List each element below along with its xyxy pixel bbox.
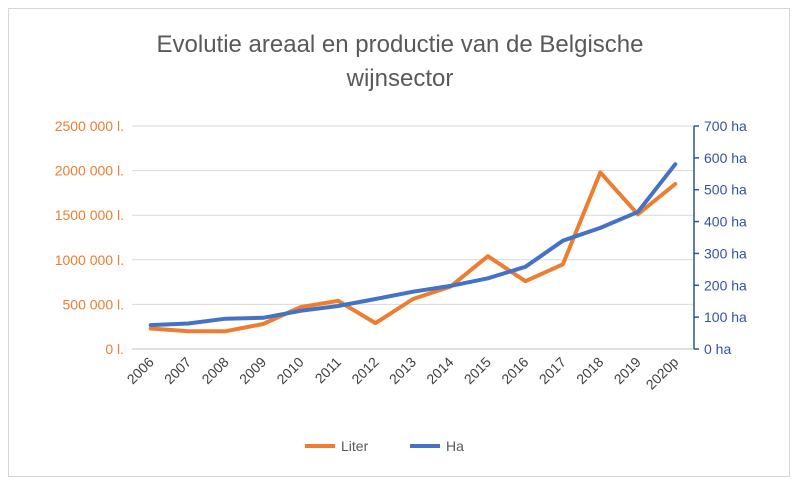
x-tick-label: 2007 — [161, 354, 194, 387]
chart-title-line-2: wijnsector — [346, 65, 454, 92]
x-tick-label: 2006 — [124, 354, 157, 387]
y-right-tick-label: 600 ha — [704, 150, 747, 166]
y-left-tick-label: 500 000 l. — [63, 296, 125, 312]
y-left-tick-label: 2500 000 l. — [55, 118, 124, 134]
series-line-ha — [148, 162, 678, 328]
y-right-tick-label: 200 ha — [704, 277, 747, 293]
x-tick-label: 2008 — [198, 354, 231, 387]
x-tick-label: 2019 — [611, 354, 644, 387]
chart-title-line-1: Evolutie areaal en productie van de Belg… — [156, 31, 644, 58]
chart-frame — [8, 8, 790, 477]
x-tick-label: 2014 — [423, 354, 456, 387]
legend-label-liter: Liter — [341, 438, 369, 454]
chart-title: Evolutie areaal en productie van de Belg… — [0, 28, 800, 96]
y-right-tick-label: 400 ha — [704, 214, 747, 230]
y-right-tick-label: 700 ha — [704, 118, 747, 134]
legend-label-ha: Ha — [446, 438, 464, 454]
y-left-tick-label: 1000 000 l. — [55, 252, 124, 268]
series-line-liter — [148, 170, 678, 334]
x-tick-label: 2020p — [643, 354, 682, 393]
x-tick-label: 2015 — [461, 354, 494, 387]
y-left-tick-label: 2000 000 l. — [55, 163, 124, 179]
x-tick-label: 2009 — [236, 354, 269, 387]
y-left-tick-label: 0 l. — [105, 341, 124, 357]
y-right-tick-label: 0 ha — [704, 341, 731, 357]
x-tick-label: 2011 — [312, 354, 345, 387]
x-tick-label: 2012 — [348, 354, 381, 387]
x-tick-label: 2013 — [386, 354, 419, 387]
x-tick-label: 2016 — [498, 354, 531, 387]
x-tick-label: 2018 — [573, 354, 606, 387]
y-right-tick-label: 500 ha — [704, 182, 747, 198]
x-tick-label: 2017 — [536, 354, 569, 387]
y-right-tick-label: 100 ha — [704, 309, 747, 325]
x-tick-label: 2010 — [273, 354, 306, 387]
y-left-tick-label: 1500 000 l. — [55, 207, 124, 223]
y-right-tick-label: 300 ha — [704, 245, 747, 261]
